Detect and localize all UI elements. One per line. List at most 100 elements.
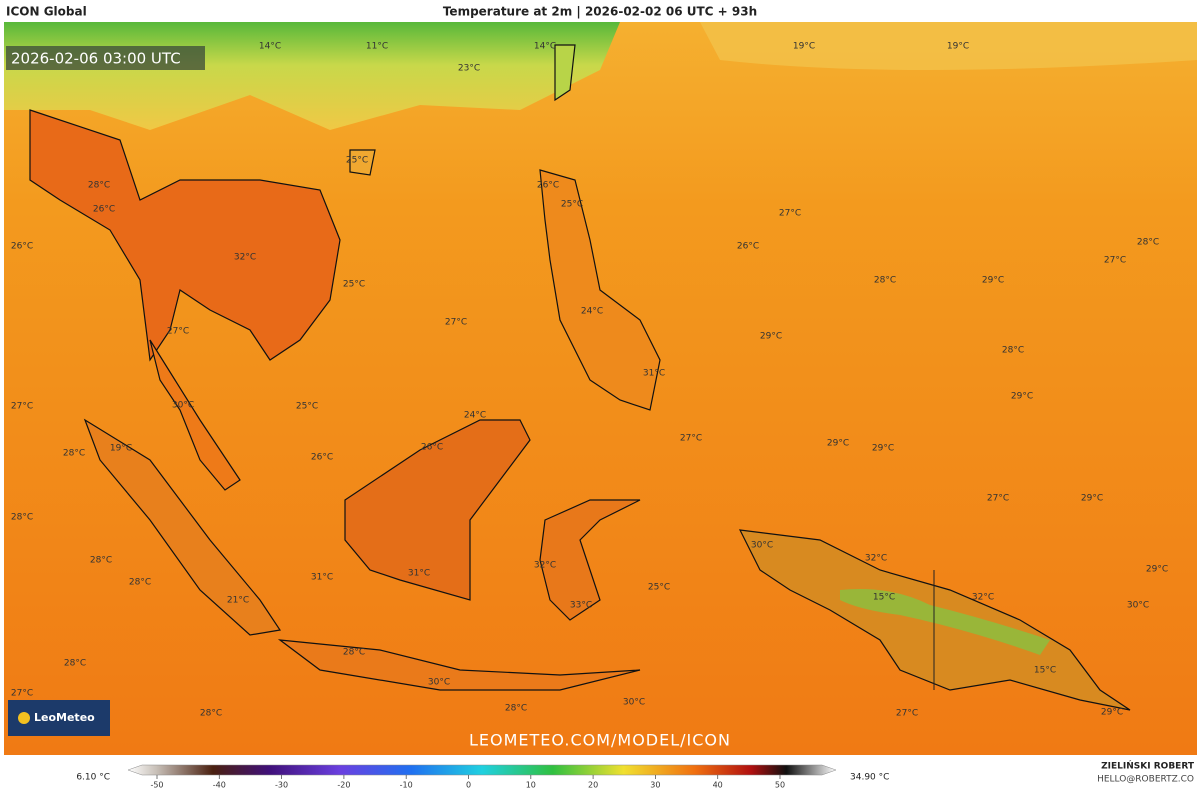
sumatra	[83, 418, 282, 636]
java-nusa	[277, 639, 641, 691]
timestamp: 2026-02-06 03:00 UTC	[11, 50, 181, 68]
temperature-label: 27°C	[779, 209, 801, 219]
temperature-label: 27°C	[167, 327, 189, 337]
taiwan	[554, 44, 576, 102]
temperature-label: 29°C	[1101, 708, 1123, 718]
borneo	[344, 419, 531, 601]
colorbar-tick-label: 40	[713, 781, 723, 789]
temperature-label: 21°C	[227, 596, 249, 606]
app-title: ICON Global	[6, 5, 87, 19]
temperature-label: 26°C	[421, 443, 443, 453]
temperature-label: 29°C	[1011, 392, 1033, 402]
temperature-label: 32°C	[234, 253, 256, 263]
timestamp-box	[6, 46, 205, 70]
temperature-label: 25°C	[346, 156, 368, 166]
temperature-label: 31°C	[311, 573, 333, 583]
temperature-label: 24°C	[581, 307, 603, 317]
temperature-label: 27°C	[445, 318, 467, 328]
temperature-label: 26°C	[737, 242, 759, 252]
temperature-label: 32°C	[972, 593, 994, 603]
temperature-label: 28°C	[11, 513, 33, 523]
temperature-label: 27°C	[896, 709, 918, 719]
indochina	[29, 109, 341, 362]
temperature-label: 24°C	[464, 411, 486, 421]
colorbar-tick-label: 0	[466, 781, 471, 789]
temperature-label: 28°C	[200, 709, 222, 719]
north-pacific	[700, 22, 1197, 70]
colorbar-tick-label: -50	[150, 781, 163, 789]
colorbar-tick-label: 10	[526, 781, 536, 789]
logo: LeoMeteo	[34, 711, 95, 724]
temperature-label: 19°C	[947, 42, 969, 52]
map: 14°C 11°C 14°C 19°C 19°C 23°C 25°C 28°C 26°C 26°C…	[4, 22, 1197, 755]
colorbar-tick-label: -20	[337, 781, 350, 789]
temperature-label: 14°C	[259, 42, 281, 52]
temperature-label: 26°C	[537, 181, 559, 191]
temperature-label: 14°C	[534, 42, 556, 52]
map-subtitle: Temperature at 2m | 2026-02-02 06 UTC + …	[443, 5, 757, 19]
temperature-label: 27°C	[680, 434, 702, 444]
temperature-label: 29°C	[760, 332, 782, 342]
colorbar-max: 34.90 °C	[850, 773, 889, 783]
temperature-label: 29°C	[1146, 565, 1168, 575]
temperature-label: 27°C	[11, 689, 33, 699]
temperature-label: 19°C	[793, 42, 815, 52]
temperature-label: 30°C	[172, 401, 194, 411]
temperature-label: 23°C	[458, 64, 480, 74]
temperature-label: 26°C	[311, 453, 333, 463]
temperature-label: 28°C	[874, 276, 896, 286]
temperature-label: 25°C	[296, 402, 318, 412]
temperature-label: 31°C	[643, 369, 665, 379]
temperature-label: 30°C	[428, 678, 450, 688]
author-name: ZIELIŃSKI ROBERT	[1101, 760, 1195, 772]
temperature-label: 28°C	[64, 659, 86, 669]
temperature-label: 29°C	[982, 276, 1004, 286]
watermark: LEOMETEO.COM/MODEL/ICON	[469, 731, 731, 750]
temperature-label: 28°C	[1002, 346, 1024, 356]
colorbar	[127, 764, 837, 776]
sulawesi	[539, 499, 641, 621]
temperature-label: 28°C	[88, 181, 110, 191]
temperature-label: 30°C	[1127, 601, 1149, 611]
temperature-label: 15°C	[873, 593, 895, 603]
temperature-label: 28°C	[63, 449, 85, 459]
colorbar-ticks: -50 -40 -30 -20 -10 0 10 20 30 40 50	[150, 775, 785, 789]
temperature-label: 25°C	[343, 280, 365, 290]
author-email: HELLO@ROBERTZ.CO	[1097, 775, 1194, 785]
temperature-label: 15°C	[1034, 666, 1056, 676]
temperature-label: 29°C	[1081, 494, 1103, 504]
philippines	[539, 169, 661, 411]
temperature-label: 19°C	[110, 444, 132, 454]
temperature-label: 32°C	[865, 554, 887, 564]
colorbar-tick-label: -30	[275, 781, 288, 789]
temperature-label: 33°C	[570, 601, 592, 611]
temperature-label: 28°C	[1137, 238, 1159, 248]
temperature-label: 28°C	[129, 578, 151, 588]
temperature-label: 25°C	[561, 200, 583, 210]
temperature-label: 27°C	[11, 402, 33, 412]
temperature-label: 28°C	[90, 556, 112, 566]
temperature-label: 11°C	[366, 42, 388, 52]
temperature-labels: 14°C 11°C 14°C 19°C 19°C 23°C 25°C 28°C 26°C 26°C…	[11, 42, 1168, 719]
hainan	[349, 149, 376, 176]
temperature-label: 28°C	[343, 648, 365, 658]
temperature-label: 27°C	[987, 494, 1009, 504]
colorbar-tick-label: 30	[650, 781, 660, 789]
temperature-label: 27°C	[1104, 256, 1126, 266]
logo-icon	[18, 712, 30, 724]
temperature-label: 29°C	[827, 439, 849, 449]
temperature-label: 28°C	[505, 704, 527, 714]
temperature-label: 30°C	[623, 698, 645, 708]
temperature-label: 26°C	[93, 205, 115, 215]
temperature-label: 29°C	[872, 444, 894, 454]
temperature-label: 32°C	[534, 561, 556, 571]
colorbar-tick-label: -10	[400, 781, 413, 789]
colorbar-tick-label: 20	[588, 781, 598, 789]
temperature-label: 26°C	[11, 242, 33, 252]
malay-peninsula	[149, 339, 241, 491]
colorbar-tick-label: -40	[213, 781, 226, 789]
temperature-label: 30°C	[751, 541, 773, 551]
new-guinea-highlands	[840, 589, 1050, 655]
colorbar-tick-label: 50	[775, 781, 785, 789]
